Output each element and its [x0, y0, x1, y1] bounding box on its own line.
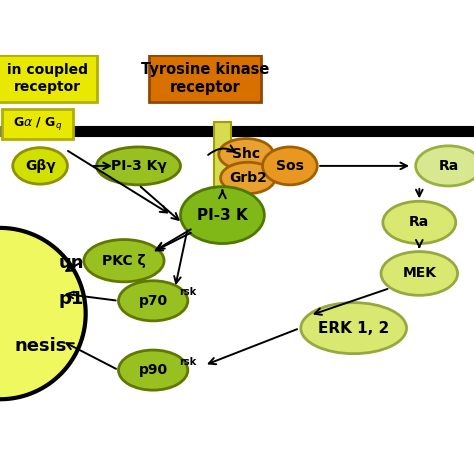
Ellipse shape: [301, 302, 407, 354]
Text: G$\alpha$ / G$_q$: G$\alpha$ / G$_q$: [13, 115, 62, 132]
Text: p90: p90: [138, 363, 168, 377]
Text: p1: p1: [58, 290, 84, 308]
Ellipse shape: [118, 281, 188, 321]
FancyBboxPatch shape: [214, 122, 231, 193]
Ellipse shape: [383, 201, 456, 244]
Text: PKC ζ: PKC ζ: [102, 254, 146, 268]
Text: PI-3 K: PI-3 K: [197, 208, 248, 223]
Text: PI-3 Kγ: PI-3 Kγ: [110, 159, 166, 173]
Text: rsk: rsk: [179, 287, 196, 297]
FancyBboxPatch shape: [0, 55, 97, 102]
Text: Shc: Shc: [232, 147, 260, 161]
Text: in coupled
receptor: in coupled receptor: [7, 63, 88, 94]
Ellipse shape: [416, 146, 474, 186]
Text: Sos: Sos: [276, 159, 304, 173]
Text: Tyrosine kinase
receptor: Tyrosine kinase receptor: [141, 62, 269, 95]
Ellipse shape: [381, 252, 457, 295]
Text: MEK: MEK: [402, 266, 436, 281]
Ellipse shape: [263, 147, 317, 185]
Text: Ra: Ra: [438, 159, 459, 173]
Polygon shape: [0, 228, 86, 399]
Text: nesis: nesis: [15, 337, 67, 356]
Text: Gβγ: Gβγ: [25, 159, 55, 173]
Ellipse shape: [97, 147, 181, 185]
Ellipse shape: [84, 239, 164, 282]
Text: Grb2: Grb2: [229, 171, 267, 185]
Text: ERK 1, 2: ERK 1, 2: [318, 320, 389, 336]
Ellipse shape: [181, 187, 264, 244]
FancyBboxPatch shape: [149, 55, 261, 102]
Ellipse shape: [219, 138, 273, 170]
Text: p70: p70: [138, 294, 168, 308]
Ellipse shape: [13, 148, 67, 184]
Ellipse shape: [220, 162, 275, 193]
Ellipse shape: [118, 350, 188, 390]
Text: rsk: rsk: [179, 357, 196, 367]
Text: un: un: [58, 254, 84, 272]
Text: Ra: Ra: [409, 215, 429, 229]
FancyBboxPatch shape: [2, 109, 73, 138]
